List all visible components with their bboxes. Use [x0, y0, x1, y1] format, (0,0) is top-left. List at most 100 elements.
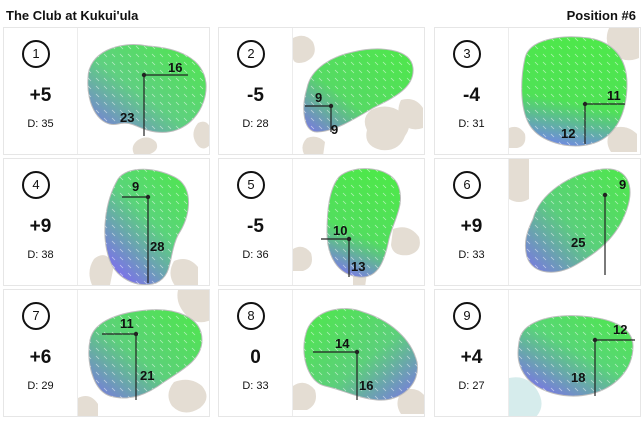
hole-distance: D: 38	[27, 249, 54, 261]
hole-number-badge: 4	[22, 171, 50, 199]
hole-card-6[interactable]: 6 +9 D: 33 9 25	[434, 158, 641, 286]
hole-number-badge: 2	[237, 40, 265, 68]
measure-a-label: 9	[619, 177, 626, 192]
green-texture	[88, 309, 202, 399]
hole-number-badge: 7	[22, 302, 50, 330]
green-texture	[104, 169, 189, 285]
green-texture	[327, 168, 401, 278]
measure-b-label: 12	[561, 126, 575, 141]
hole-number-badge: 5	[237, 171, 265, 199]
bunker-shape	[302, 136, 325, 154]
bunker-shape	[364, 106, 410, 151]
hole-score: +9	[29, 216, 52, 237]
bunker-shape	[509, 159, 529, 202]
green-map[interactable]: 9 28	[78, 159, 209, 285]
measure-b-label: 21	[140, 368, 154, 383]
hole-info: 8 0 D: 33	[219, 290, 293, 416]
hole-score: +9	[460, 216, 483, 237]
measure-a-label: 9	[315, 90, 322, 105]
hole-score: -5	[247, 85, 264, 106]
hole-distance: D: 33	[242, 380, 269, 392]
hole-info: 3 -4 D: 31	[435, 28, 509, 154]
hole-number-badge: 9	[453, 302, 481, 330]
bunker-shape	[170, 259, 198, 285]
measure-b-label: 9	[331, 122, 338, 137]
green-texture	[525, 168, 630, 273]
bunker-shape	[397, 388, 424, 414]
hole-info: 2 -5 D: 28	[219, 28, 293, 154]
bunker-shape	[78, 396, 98, 416]
bunker-shape	[293, 35, 315, 63]
measure-a-label: 11	[120, 316, 134, 331]
bunker-shape	[509, 126, 526, 148]
bunker-shape	[293, 382, 316, 410]
hole-number-badge: 8	[237, 302, 265, 330]
measure-a-label: 16	[168, 60, 182, 75]
green-map[interactable]: 11 12	[509, 28, 640, 154]
measure-a-label: 11	[607, 88, 621, 103]
measure-b-label: 18	[571, 370, 585, 385]
hole-card-1[interactable]: 1 +5 D: 35 16 23	[3, 27, 210, 155]
bunker-shape	[89, 255, 114, 285]
green-map[interactable]: 14 16	[293, 290, 424, 416]
hole-card-4[interactable]: 4 +9 D: 38 9 28	[3, 158, 210, 286]
hole-card-3[interactable]: 3 -4 D: 31 11 12	[434, 27, 641, 155]
hole-number-badge: 6	[453, 171, 481, 199]
measure-a-label: 14	[335, 336, 350, 351]
course-title: The Club at Kukui'ula	[6, 8, 139, 23]
hole-distance: D: 28	[242, 118, 269, 130]
hole-card-5[interactable]: 5 -5 D: 36 10 13	[218, 158, 425, 286]
hole-info: 5 -5 D: 36	[219, 159, 293, 285]
hole-info: 6 +9 D: 33	[435, 159, 509, 285]
hole-distance: D: 27	[458, 380, 485, 392]
hole-grid: 1 +5 D: 35 16 23 2	[3, 27, 641, 417]
bunker-shape	[168, 379, 207, 413]
measure-b-label: 28	[150, 239, 164, 254]
hole-info: 1 +5 D: 35	[4, 28, 78, 154]
hole-card-9[interactable]: 9 +4 D: 27 12 18	[434, 289, 641, 417]
green-texture	[521, 36, 627, 146]
green-texture	[517, 315, 633, 397]
hole-score: 0	[250, 347, 261, 368]
hole-score: +6	[29, 347, 52, 368]
hole-number-badge: 1	[22, 40, 50, 68]
hole-score: -5	[247, 216, 264, 237]
hole-info: 9 +4 D: 27	[435, 290, 509, 416]
hole-score: -4	[463, 85, 480, 106]
position-label: Position #6	[566, 8, 636, 23]
green-texture	[87, 44, 207, 133]
green-map[interactable]: 9 9	[293, 28, 424, 154]
green-map[interactable]: 9 25	[509, 159, 640, 285]
measure-b-label: 16	[359, 378, 373, 393]
hole-distance: D: 29	[27, 380, 54, 392]
measure-a-label: 9	[132, 179, 139, 194]
hole-distance: D: 35	[27, 118, 54, 130]
hole-distance: D: 31	[458, 118, 485, 130]
hole-distance: D: 33	[458, 249, 485, 261]
hole-info: 7 +6 D: 29	[4, 290, 78, 416]
measure-b-label: 23	[120, 110, 134, 125]
green-map[interactable]: 12 18	[509, 290, 640, 416]
hole-card-2[interactable]: 2 -5 D: 28 9 9	[218, 27, 425, 155]
bunker-shape	[177, 290, 209, 323]
measure-a-label: 12	[613, 322, 627, 337]
bunker-shape	[607, 126, 637, 152]
bunker-shape	[391, 227, 420, 256]
hole-card-7[interactable]: 7 +6 D: 29 11 21	[3, 289, 210, 417]
hole-number-badge: 3	[453, 40, 481, 68]
green-texture	[303, 308, 418, 401]
hole-score: +5	[29, 85, 52, 106]
bunker-shape	[398, 99, 423, 130]
water-shape	[509, 377, 542, 416]
header: The Club at Kukui'ula Position #6	[0, 0, 644, 24]
green-map[interactable]: 11 21	[78, 290, 209, 416]
green-map[interactable]: 10 13	[293, 159, 424, 285]
bunker-shape	[132, 137, 158, 154]
green-map[interactable]: 16 23	[78, 28, 209, 154]
hole-info: 4 +9 D: 38	[4, 159, 78, 285]
measure-b-label: 13	[351, 259, 365, 274]
measure-a-label: 10	[333, 223, 347, 238]
hole-card-8[interactable]: 8 0 D: 33 14 16	[218, 289, 425, 417]
hole-distance: D: 36	[242, 249, 269, 261]
bunker-shape	[293, 246, 312, 271]
